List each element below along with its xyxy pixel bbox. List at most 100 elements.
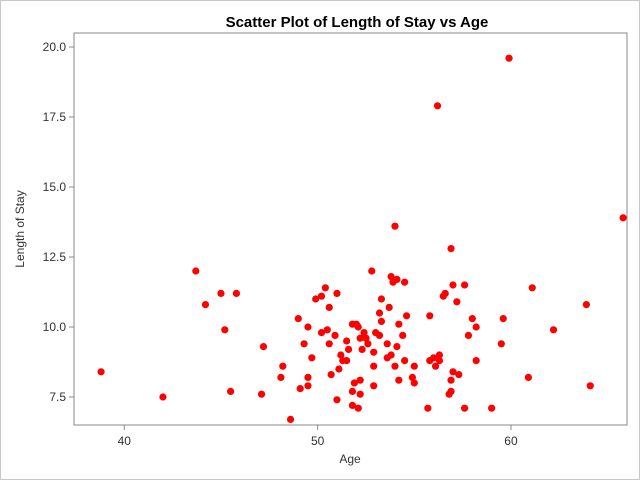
data-point	[227, 387, 235, 395]
data-point	[441, 289, 449, 297]
data-point	[356, 390, 364, 398]
data-point	[395, 320, 403, 328]
data-point	[370, 382, 378, 390]
data-point	[408, 373, 416, 381]
x-axis-label: Age	[339, 452, 361, 466]
data-point	[358, 345, 366, 353]
data-point	[201, 301, 210, 309]
data-point	[375, 331, 384, 339]
data-point	[356, 334, 364, 342]
y-tick-label: 12.5	[43, 250, 67, 264]
data-point	[335, 365, 343, 373]
data-point	[449, 368, 457, 376]
data-point	[312, 295, 320, 303]
data-point	[391, 222, 399, 230]
data-point	[368, 267, 376, 275]
x-axis: 40 50 60	[118, 425, 518, 448]
data-point	[279, 362, 287, 370]
data-point	[304, 373, 312, 381]
data-point	[286, 415, 295, 423]
data-point	[370, 348, 378, 356]
data-point	[350, 379, 358, 387]
x-tick-label: 40	[118, 434, 132, 448]
data-point	[472, 323, 480, 331]
chart-title: Scatter Plot of Length of Stay vs Age	[226, 14, 489, 31]
data-point	[387, 273, 395, 281]
data-point	[455, 371, 463, 379]
data-point	[435, 351, 444, 359]
data-point	[387, 351, 395, 359]
data-point	[304, 323, 312, 331]
data-point	[356, 376, 364, 384]
data-point	[524, 373, 532, 381]
plot-area	[73, 32, 628, 426]
data-point	[385, 303, 393, 311]
data-point	[447, 245, 455, 253]
data-point	[354, 323, 362, 331]
data-point	[586, 382, 594, 390]
data-point	[582, 301, 590, 309]
data-point	[348, 401, 357, 409]
data-point	[362, 334, 370, 342]
data-points	[97, 54, 627, 423]
data-point	[430, 354, 438, 362]
data-point	[410, 362, 418, 370]
data-point	[499, 315, 507, 323]
data-point	[447, 387, 455, 395]
data-point	[391, 362, 399, 370]
data-point	[472, 357, 480, 365]
data-point	[348, 387, 357, 395]
data-point	[296, 385, 304, 393]
data-point	[433, 102, 442, 110]
y-axis-label: Length of Stay	[13, 190, 27, 267]
data-point	[323, 326, 331, 334]
data-point	[399, 331, 407, 339]
data-point	[528, 284, 536, 292]
data-point	[619, 214, 627, 222]
data-point	[343, 357, 351, 365]
data-point	[449, 281, 457, 289]
data-point	[549, 326, 558, 334]
data-point	[460, 281, 469, 289]
data-point	[327, 371, 335, 379]
data-point	[321, 284, 329, 292]
data-point	[300, 340, 308, 348]
data-point	[453, 298, 461, 306]
data-point	[325, 303, 333, 311]
data-point	[354, 404, 362, 412]
y-tick-label: 15.0	[43, 180, 67, 194]
data-point	[460, 404, 469, 412]
data-point	[383, 340, 391, 348]
data-point	[308, 354, 316, 362]
data-point	[410, 379, 418, 387]
data-point	[344, 345, 353, 353]
y-axis: 7.5 10.0 12.5 15.0 17.5 20.0	[43, 40, 74, 404]
data-point	[393, 343, 401, 351]
data-point	[337, 351, 345, 359]
data-point	[304, 382, 312, 390]
data-point	[401, 357, 409, 365]
data-point	[488, 404, 496, 412]
data-point	[377, 295, 386, 303]
data-point	[395, 376, 403, 384]
data-point	[159, 393, 167, 401]
data-point	[259, 343, 268, 351]
y-tick-label: 20.0	[43, 40, 67, 54]
data-point	[97, 368, 105, 376]
data-point	[331, 331, 339, 339]
x-tick-label: 60	[504, 434, 518, 448]
data-point	[232, 289, 241, 297]
y-tick-label: 7.5	[49, 390, 66, 404]
data-point	[426, 312, 434, 320]
data-point	[497, 340, 505, 348]
y-tick-label: 17.5	[43, 110, 67, 124]
data-point	[464, 331, 473, 339]
data-point	[360, 329, 368, 337]
data-point	[333, 396, 341, 404]
x-tick-label: 50	[311, 434, 325, 448]
data-point	[431, 362, 440, 370]
data-point	[343, 337, 351, 345]
data-point	[333, 289, 341, 297]
data-point	[221, 326, 229, 334]
